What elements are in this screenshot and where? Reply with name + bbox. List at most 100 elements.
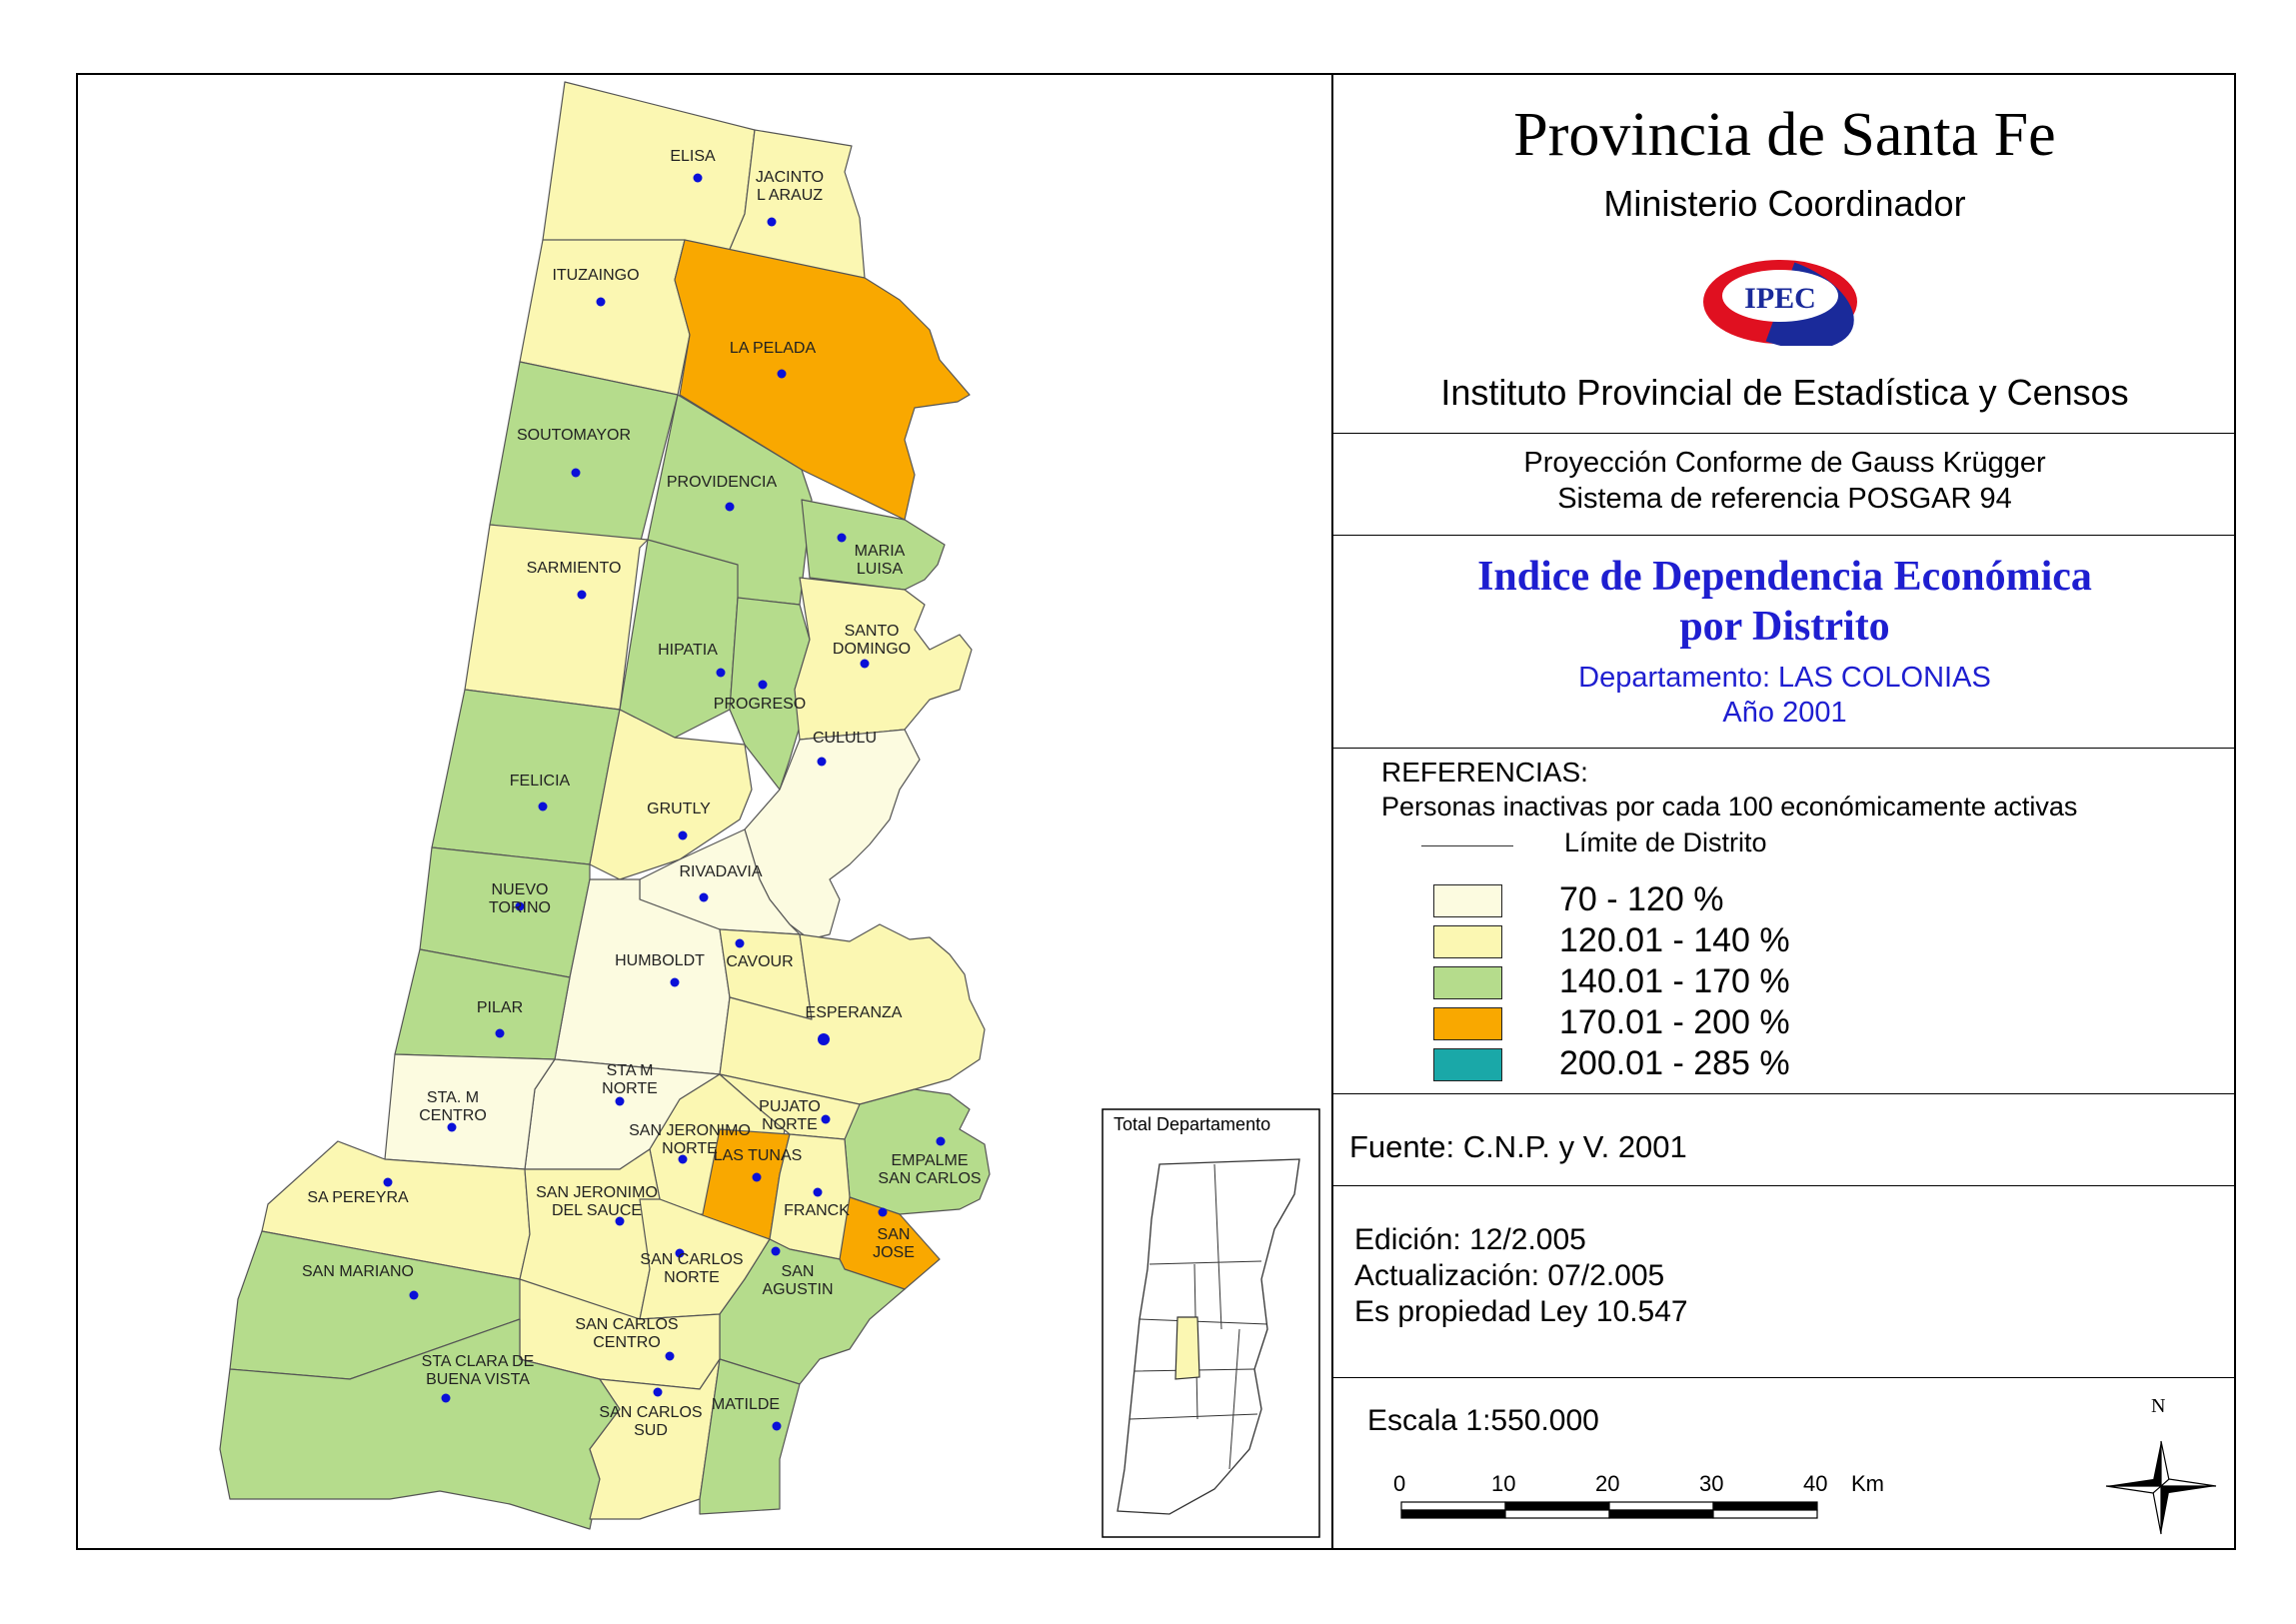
district-label: SARMIENTO [527,560,622,577]
district-centroid-dot [538,802,548,812]
district-la-pelada[interactable] [674,239,971,521]
edition-date: Edición: 12/2.005 [1354,1223,1586,1256]
panel-separator [1333,748,2236,749]
district-label: MARIA LUISA [855,543,906,578]
district-centroid-dot [615,1216,625,1226]
district-label: STA. M CENTRO [419,1089,487,1124]
district-centroid-dot [447,1122,457,1132]
institute-name: Instituto Provincial de Estadística y Ce… [1440,372,2129,413]
district-label: GRUTLY [647,801,711,817]
inset-title: Total Departamento [1114,1114,1271,1134]
district-centroid-dot [577,590,587,600]
district-centroid-dot [777,369,787,379]
panel-separator [1333,1093,2236,1094]
district-maria-luisa[interactable] [801,499,946,591]
district-centroid-dot [596,297,606,307]
district-label: PROVIDENCIA [667,474,778,491]
scale-label: Escala 1:550.000 [1367,1404,1599,1437]
district-san-carlos-sud[interactable] [589,1358,721,1520]
district-sarmiento[interactable] [464,524,649,711]
boundary-line-symbol [1421,845,1513,846]
district-centroid-dot [670,977,680,987]
district-centroid-dot [615,1096,625,1106]
district-centroid-dot [571,468,581,478]
district-label: SAN CARLOS CENTRO [575,1316,678,1351]
district-esperanza[interactable] [719,923,986,1105]
district-centroid-dot [678,830,688,840]
legend-description: Personas inactivas por cada 100 económic… [1381,792,2078,821]
district-label: RIVADAVIA [680,863,763,880]
district-label: JACINTO L ARAUZ [756,169,824,204]
district-centroid-dot [678,1154,688,1164]
district-centroid-dot [837,533,847,543]
district-grutly[interactable] [589,709,753,880]
district-soutomayor[interactable] [489,361,679,546]
legend-swatch [1433,966,1502,999]
district-centroid-dot [771,1246,781,1256]
district-centroid-dot [735,938,745,948]
district-label: STA CLARA DE BUENA VISTA [422,1353,535,1388]
district-centroid-dot [716,668,726,678]
district-label: ESPERANZA [806,1004,903,1021]
panel-separator [1333,1377,2236,1378]
district-label: PUJATO NORTE [759,1098,821,1133]
district-label: ITUZAINGO [552,267,639,284]
district-centroid-dot [752,1172,762,1182]
district-centroid-dot [515,901,525,911]
scale-tick-20: 20 [1595,1471,1620,1496]
district-centroid-dot [665,1351,675,1361]
district-label: HIPATIA [658,642,718,659]
district-centroid-dot [675,1248,685,1258]
district-label: FELICIA [510,773,571,790]
district-label: SAN AGUSTIN [762,1263,833,1298]
district-santo-domingo[interactable] [794,577,973,741]
district-label: ELISA [670,148,716,165]
legend-label: 70 - 120 % [1559,880,1724,918]
district-centroid-dot [860,659,870,669]
scale-unit: Km [1851,1471,1884,1496]
department-label: Departamento: LAS COLONIAS [1578,662,1991,694]
district-label: STA M NORTE [602,1062,658,1097]
north-label: N [2151,1395,2166,1417]
panel-separator [1333,535,2236,536]
district-centroid-dot [693,173,703,183]
district-label: FRANCK [784,1202,850,1219]
district-sta-m-centro[interactable] [384,1053,556,1170]
panel-separator [1333,1185,2236,1186]
district-centroid-dot [817,757,827,767]
district-label: MATILDE [712,1396,780,1413]
property-notice: Es propiedad Ley 10.547 [1354,1295,1688,1328]
district-centroid-dot [878,1207,888,1217]
district-centroid-dot [758,680,768,690]
legend-swatch [1433,925,1502,958]
district-label: SAN MARIANO [302,1263,414,1280]
legend-heading: REFERENCIAS: [1381,757,1588,788]
district-matilde[interactable] [699,1358,801,1515]
legend-label: 200.01 - 285 % [1559,1044,1790,1082]
scale-tick-30: 30 [1699,1471,1724,1496]
legend-label: 140.01 - 170 % [1559,962,1790,1000]
legend-label: 170.01 - 200 % [1559,1003,1790,1041]
district-centroid-dot [699,892,709,902]
district-label: NUEVO TORINO [489,881,551,916]
scale-tick-0: 0 [1393,1471,1406,1496]
map-title-line-2: por Distrito [1679,604,1890,650]
year-label: Año 2001 [1722,697,1847,729]
ipec-logo: IPEC [1701,258,1859,350]
district-label: PROGRESO [714,696,806,713]
legend-label: 120.01 - 140 % [1559,921,1790,959]
district-label: SA PEREYRA [307,1189,409,1206]
logo-text: IPEC [1744,282,1816,315]
district-centroid-dot [409,1290,419,1300]
map-title: Indice de Dependencia Económica [1477,554,2092,600]
district-centroid-dot [383,1177,393,1187]
district-label: SAN CARLOS SUD [599,1404,702,1439]
district-jacinto-l-arauz[interactable] [717,129,866,279]
district-centroid-dot [813,1187,823,1197]
boundary-label: Límite de Distrito [1564,827,1767,857]
district-label: PILAR [477,999,523,1016]
district-centroid-dot [821,1114,831,1124]
district-centroid-dot [495,1028,505,1038]
page-subtitle: Ministerio Coordinador [1603,183,1966,224]
